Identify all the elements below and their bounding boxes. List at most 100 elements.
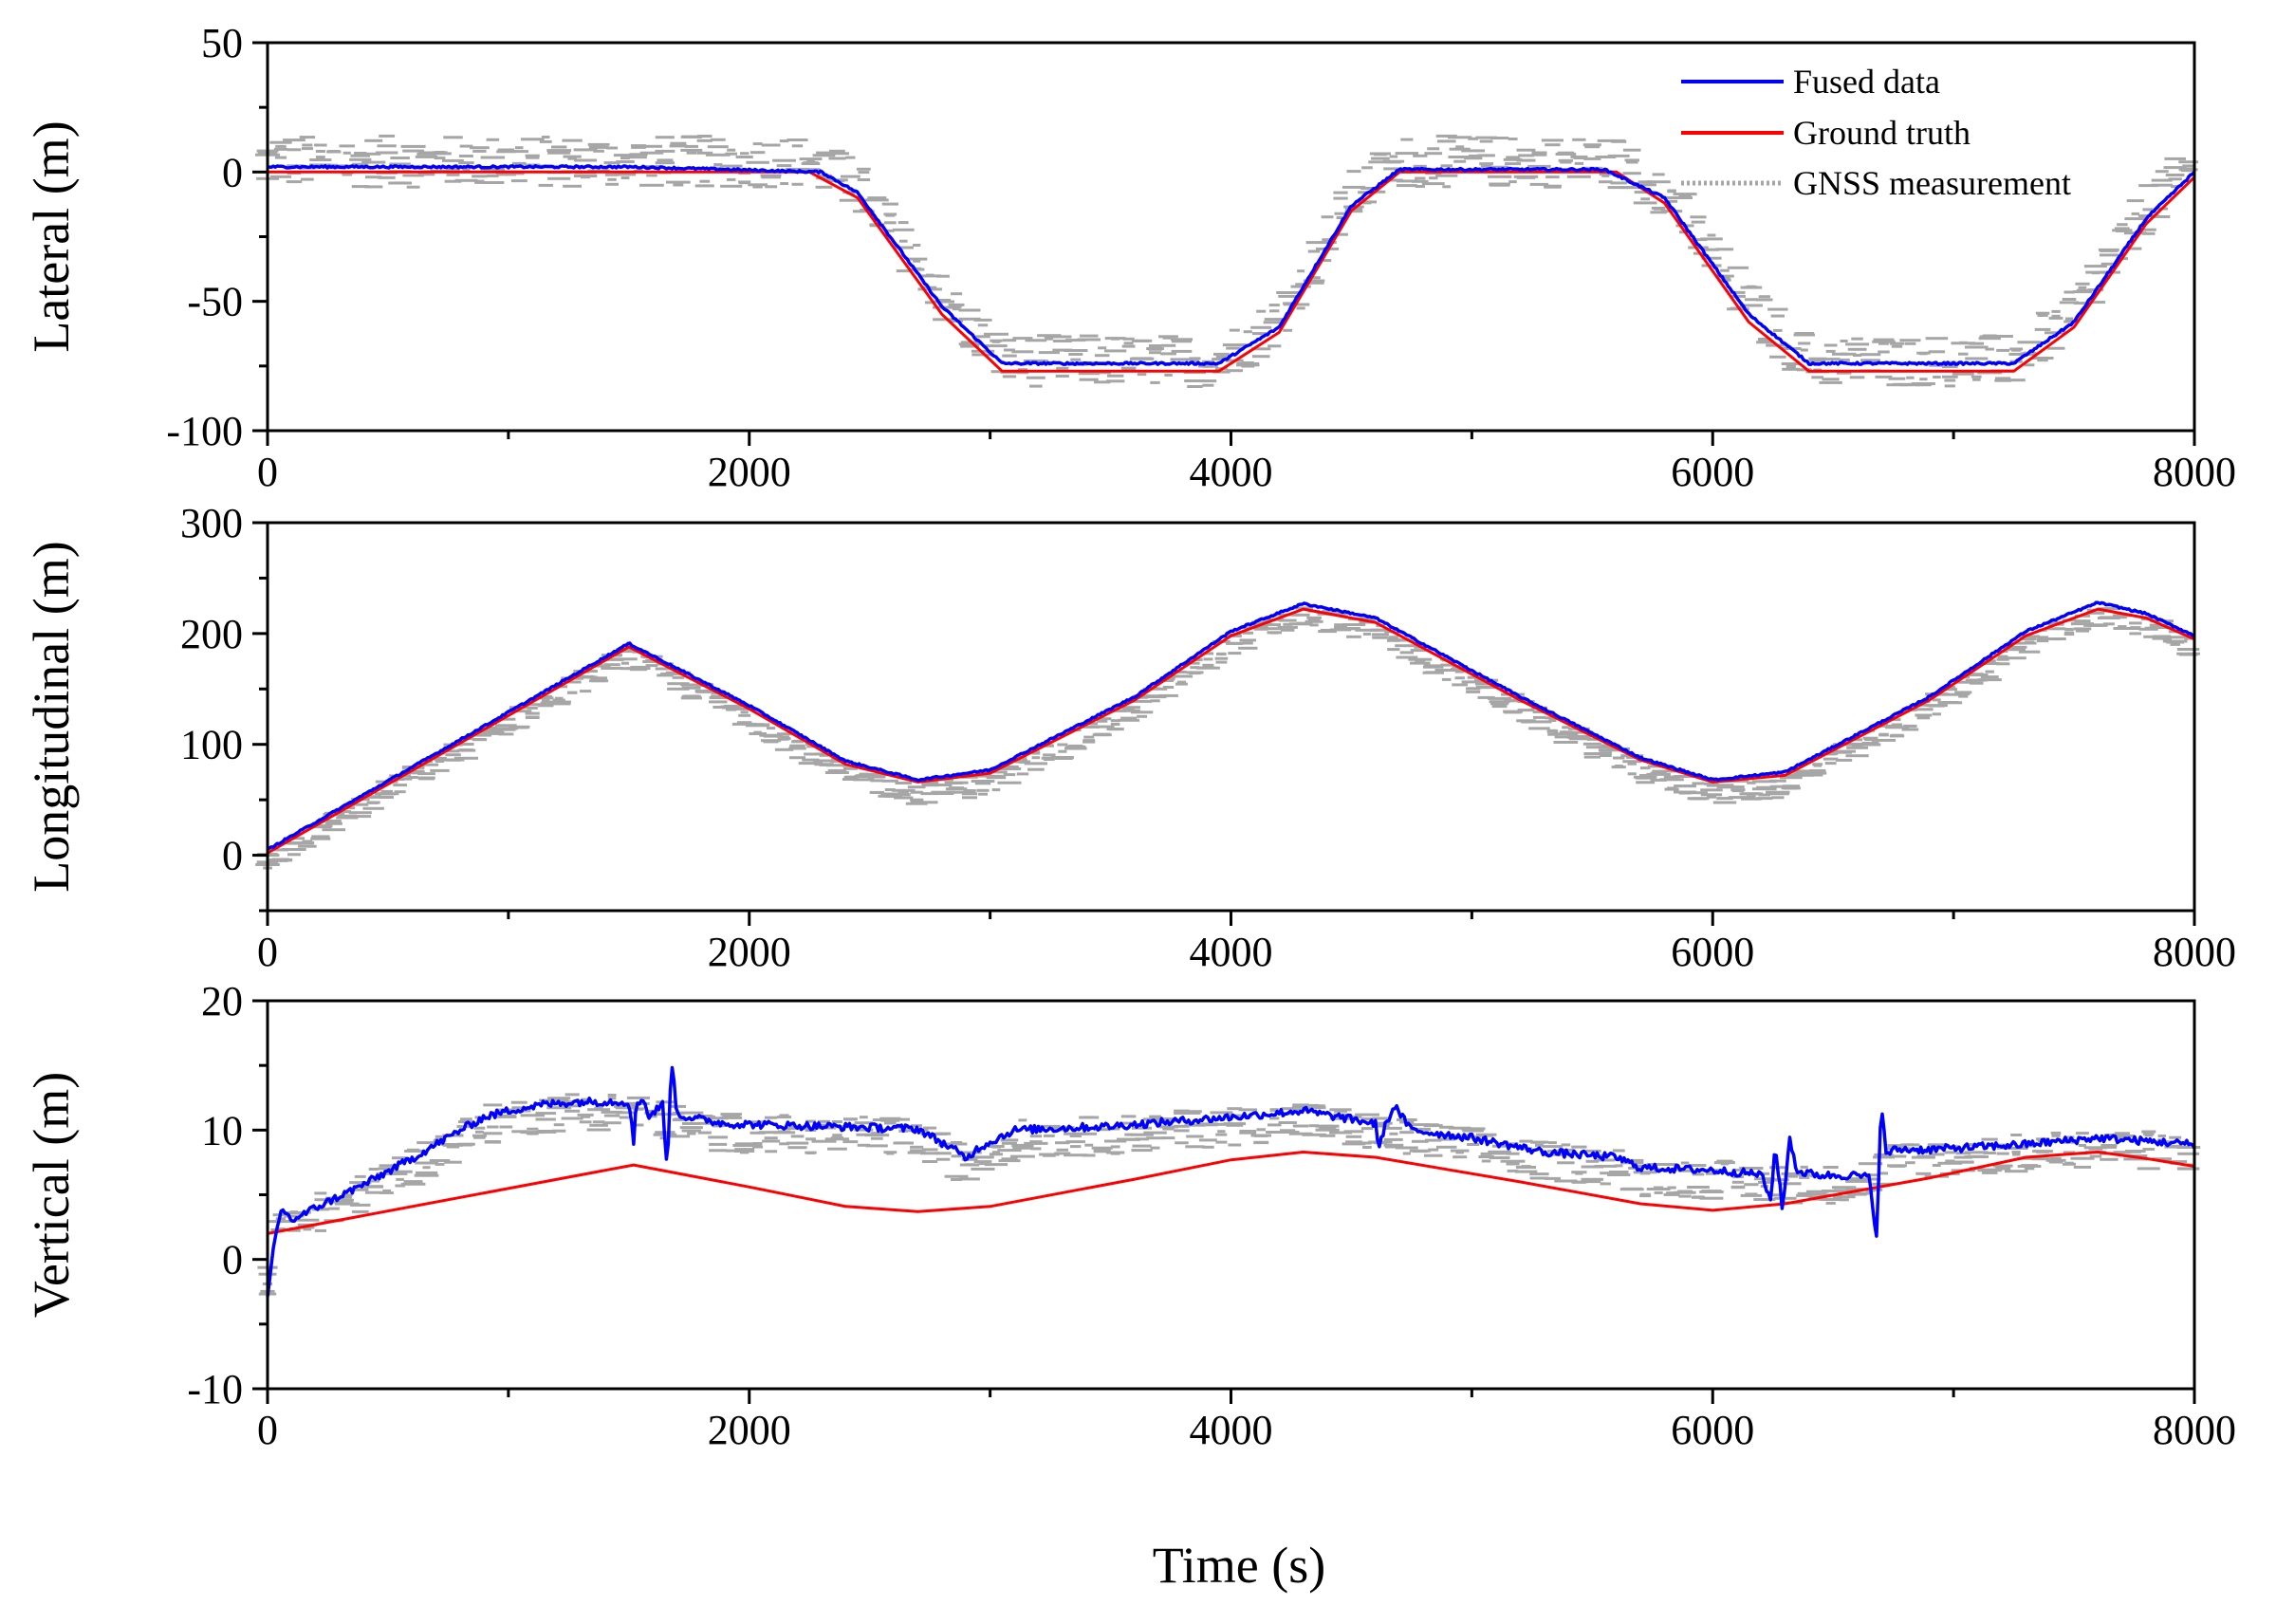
longitudinal-gnss-point	[804, 752, 818, 756]
vertical-gnss-point	[1571, 1180, 1587, 1184]
vertical-gnss-point	[1130, 1133, 1154, 1136]
vertical-gnss-point	[1210, 1111, 1233, 1115]
longitudinal-gnss-point	[1027, 767, 1045, 771]
longitudinal-gnss-point	[767, 727, 776, 730]
lateral-gnss-point	[349, 157, 372, 161]
vertical-gnss-point	[1345, 1140, 1362, 1144]
lateral-gnss-point	[354, 152, 367, 155]
vertical-gnss-point	[762, 1139, 781, 1143]
vertical-gnss-point	[1820, 1198, 1842, 1201]
lateral-gnss-point	[593, 149, 604, 153]
lateral-gnss-point	[1767, 307, 1788, 311]
longitudinal-gnss-point	[1932, 712, 1941, 716]
longitudinal-gnss-point	[920, 792, 939, 796]
vertical-gnss-point	[1889, 1164, 1905, 1168]
vertical-gnss-point	[1530, 1140, 1548, 1144]
vertical-gnss-point	[1982, 1171, 1998, 1174]
vertical-gnss-point	[1739, 1167, 1764, 1170]
lateral-gnss-point	[1529, 182, 1549, 186]
longitudinal-gnss-point	[525, 711, 540, 715]
vertical-gnss-point	[1268, 1123, 1282, 1127]
longitudinal-gnss-point	[802, 758, 820, 762]
lateral-gnss-point	[301, 147, 313, 151]
longitudinal-gnss-point	[1769, 784, 1786, 788]
lateral-gnss-point	[1516, 175, 1536, 179]
longitudinal-gnss-point	[2118, 625, 2127, 629]
lateral-gnss-point	[2178, 160, 2199, 164]
longitudinal-gnss-point	[1388, 637, 1399, 641]
longitudinal-gnss-point	[720, 705, 742, 709]
longitudinal-gnss-point	[396, 778, 404, 781]
longitudinal-fused-data-line	[267, 600, 2195, 851]
longitudinal-gnss-point	[1784, 786, 1799, 790]
vertical-gnss-point	[1887, 1144, 1907, 1148]
vertical-gnss-point	[1215, 1140, 1228, 1144]
lateral-gnss-point	[735, 156, 753, 158]
lateral-gnss-point	[563, 155, 582, 158]
lateral-gnss-point	[472, 149, 487, 153]
lateral-gnss-point	[1011, 350, 1034, 354]
lateral-gnss-point	[1640, 197, 1650, 201]
vertical-gnss-point	[395, 1184, 405, 1188]
lateral-gnss-point	[1149, 351, 1161, 355]
lateral-gnss-point	[1838, 359, 1850, 361]
vertical-gnss-point	[896, 1141, 911, 1145]
lateral-gnss-point	[1440, 164, 1453, 168]
longitudinal-gnss-point	[546, 700, 571, 704]
lateral-gnss-point	[474, 179, 485, 183]
longitudinal-gnss-point	[458, 743, 474, 746]
vertical-gnss-point	[1732, 1168, 1744, 1172]
vertical-gnss-point	[854, 1128, 874, 1132]
vertical-gnss-point	[1315, 1128, 1340, 1132]
longitudinal-gnss-point	[1466, 687, 1481, 691]
longitudinal-gnss-point	[2102, 622, 2115, 626]
vertical-gnss-point	[998, 1159, 1021, 1163]
longitudinal-gnss-point	[573, 675, 598, 679]
vertical-gnss-point	[1448, 1126, 1471, 1130]
lateral-gnss-point	[1873, 338, 1895, 341]
vertical-x-tick-label: 8000	[2153, 1407, 2236, 1453]
vertical-gnss-point	[1699, 1190, 1724, 1193]
vertical-gnss-point	[1680, 1161, 1690, 1165]
lateral-gnss-point	[547, 151, 571, 155]
vertical-gnss-point	[1953, 1155, 1972, 1159]
longitudinal-gnss-point	[853, 778, 875, 782]
longitudinal-gnss-point	[1057, 743, 1068, 747]
longitudinal-gnss-point	[603, 663, 620, 667]
lateral-gnss-point	[1691, 220, 1706, 224]
vertical-gnss-point	[422, 1166, 431, 1170]
lateral-gnss-point	[2098, 248, 2119, 251]
longitudinal-gnss-point	[2100, 616, 2119, 619]
longitudinal-gnss-point	[824, 771, 849, 774]
lateral-gnss-point	[1840, 340, 1848, 342]
longitudinal-gnss-point	[1278, 618, 1297, 622]
lateral-gnss-point	[1971, 375, 1982, 378]
lateral-gnss-point	[2083, 265, 2107, 268]
longitudinal-gnss-point	[509, 726, 529, 729]
lateral-x-tick-label: 0	[257, 449, 278, 495]
vertical-gnss-point	[2045, 1158, 2066, 1162]
longitudinal-gnss-point	[408, 776, 418, 779]
lateral-gnss-point	[515, 146, 524, 150]
lateral-gnss-point	[829, 149, 845, 153]
lateral-gnss-point	[1673, 193, 1697, 196]
lateral-gnss-point	[1129, 357, 1155, 360]
vertical-gnss-measurements	[257, 1093, 2201, 1296]
longitudinal-gnss-point	[1597, 746, 1614, 749]
lateral-gnss-point	[1164, 373, 1173, 377]
vertical-gnss-point	[352, 1188, 369, 1191]
longitudinal-gnss-point	[1528, 727, 1550, 730]
longitudinal-gnss-point	[1120, 716, 1138, 720]
vertical-gnss-point	[581, 1115, 591, 1118]
lateral-gnss-point	[1343, 205, 1364, 209]
longitudinal-gnss-point	[1846, 742, 1868, 746]
vertical-gnss-point	[1030, 1147, 1042, 1151]
longitudinal-gnss-point	[1639, 774, 1652, 777]
vertical-gnss-point	[603, 1114, 620, 1117]
vertical-gnss-point	[922, 1160, 938, 1163]
lateral-gnss-point	[1269, 309, 1280, 313]
longitudinal-gnss-point	[961, 775, 978, 779]
longitudinal-gnss-point	[1918, 703, 1929, 707]
vertical-gnss-point	[1797, 1191, 1811, 1195]
vertical-gnss-point	[1001, 1141, 1017, 1145]
